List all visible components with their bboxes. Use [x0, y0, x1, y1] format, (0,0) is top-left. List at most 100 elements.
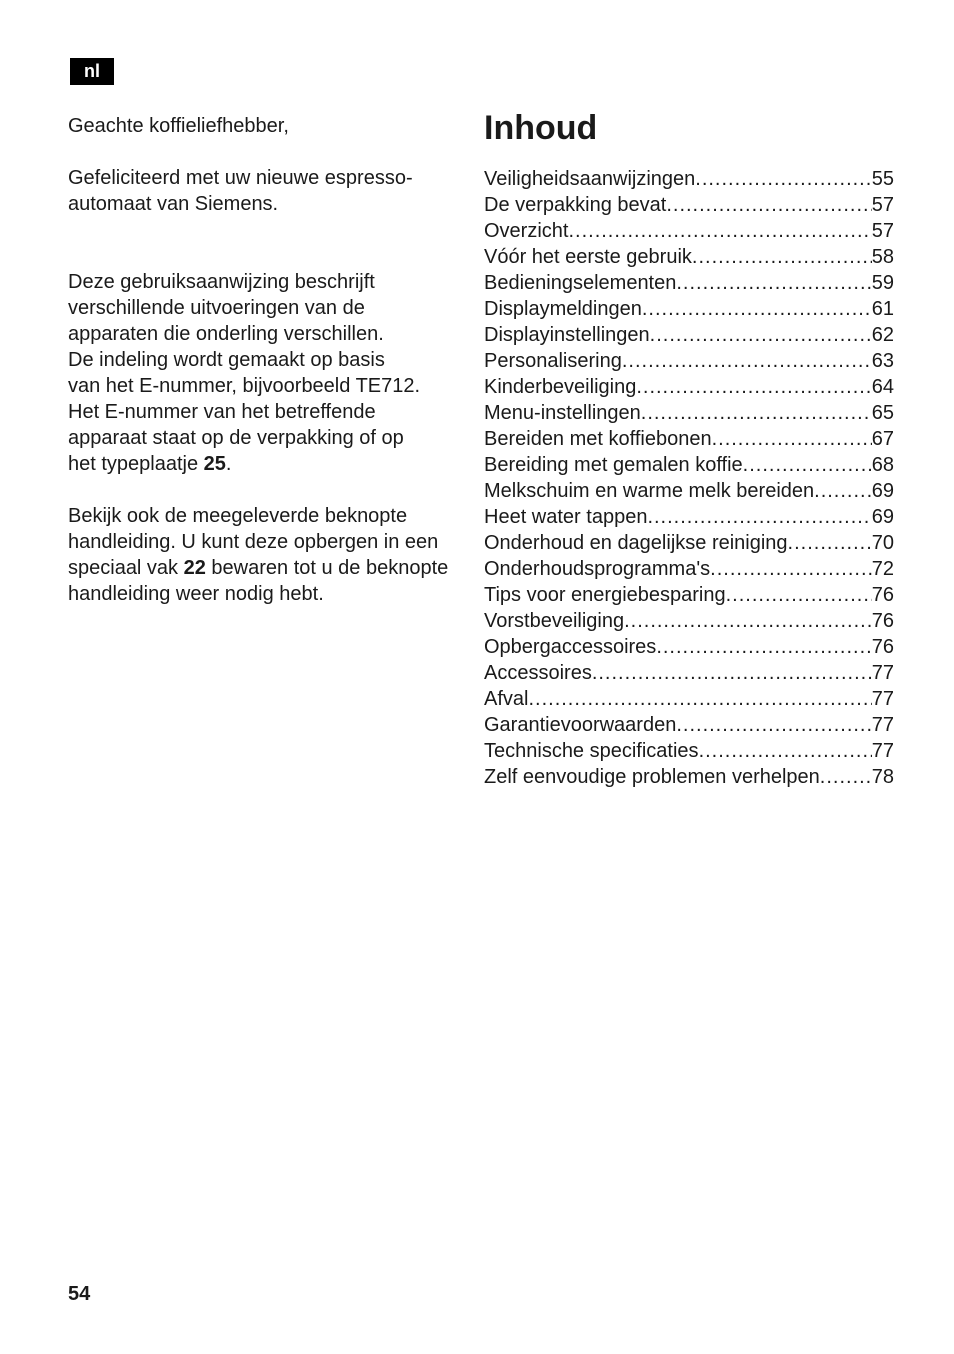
toc-row: Accessoires 77	[484, 660, 894, 686]
toc-dots	[650, 322, 872, 348]
toc-dots	[788, 530, 872, 556]
toc-page: 69	[872, 478, 894, 504]
toc-page: 76	[872, 608, 894, 634]
toc-page: 77	[872, 738, 894, 764]
toc-label: Bereiding met gemalen koffie	[484, 452, 743, 478]
toc-dots	[592, 660, 872, 686]
toc-label: Afval	[484, 686, 528, 712]
toc-dots	[656, 634, 871, 660]
toc-label: Vorstbeveiliging	[484, 608, 624, 634]
language-badge: nl	[70, 58, 114, 85]
toc-label: De verpakking bevat	[484, 192, 666, 218]
left-column: Geachte koffieliefhebber, Gefeliciteerd …	[68, 113, 460, 790]
toc-page: 62	[872, 322, 894, 348]
toc-row: Tips voor energiebesparing 76	[484, 582, 894, 608]
desc-line: apparaten die onderling verschillen.	[68, 323, 384, 345]
desc-line: apparaat staat op de verpakking of op	[68, 427, 404, 449]
toc-dots	[666, 192, 871, 218]
toc-dots	[528, 686, 871, 712]
ref-line: speciaal vak	[68, 557, 184, 579]
toc-label: Onderhoud en dagelijkse reiniging	[484, 530, 788, 556]
desc-line: .	[226, 453, 232, 475]
toc-page: 76	[872, 634, 894, 660]
toc-label: Menu-instellingen	[484, 400, 641, 426]
toc-dots	[710, 556, 872, 582]
toc-label: Overzicht	[484, 218, 568, 244]
right-column: Inhoud Veiligheidsaanwijzingen55De verpa…	[484, 113, 894, 790]
toc-page: 78	[872, 764, 894, 790]
toc-dots	[699, 738, 872, 764]
page-root: nl Geachte koffieliefhebber, Gefelicitee…	[0, 0, 954, 1354]
toc-dots	[636, 374, 871, 400]
toc-dots	[622, 348, 872, 374]
toc-row: Zelf eenvoudige problemen verhelpen 78	[484, 764, 894, 790]
toc-row: Veiligheidsaanwijzingen55	[484, 166, 894, 192]
toc-dots	[624, 608, 872, 634]
toc-row: Melkschuim en warme melk bereiden 69	[484, 478, 894, 504]
toc-row: Personalisering 63	[484, 348, 894, 374]
toc-row: Bereiding met gemalen koffie 68	[484, 452, 894, 478]
toc-dots	[642, 296, 872, 322]
toc-row: Technische specificaties77	[484, 738, 894, 764]
compartment-number: 22	[184, 557, 206, 579]
toc-page: 63	[872, 348, 894, 374]
toc-row: Opbergaccessoires 76	[484, 634, 894, 660]
toc-dots	[676, 712, 871, 738]
toc-row: Afval77	[484, 686, 894, 712]
toc-label: Bedieningselementen	[484, 270, 676, 296]
toc-label: Accessoires	[484, 660, 592, 686]
toc-row: Vorstbeveiliging 76	[484, 608, 894, 634]
reference-paragraph: Bekijk ook de meegeleverde beknopte hand…	[68, 503, 460, 607]
toc-dots	[692, 244, 872, 270]
toc-dots	[695, 166, 871, 192]
toc-dots	[814, 478, 872, 504]
greeting-text: Geachte koffieliefhebber,	[68, 115, 289, 137]
toc-label: Garantievoorwaarden	[484, 712, 676, 738]
toc-dots	[820, 764, 872, 790]
toc-row: Heet water tappen 69	[484, 504, 894, 530]
ref-line: handleiding. U kunt deze opbergen in een	[68, 531, 438, 553]
toc-title: Inhoud	[484, 109, 894, 148]
toc-label: Melkschuim en warme melk bereiden	[484, 478, 814, 504]
toc-label: Displaymeldingen	[484, 296, 642, 322]
toc-label: Tips voor energiebesparing	[484, 582, 726, 608]
toc-row: Garantievoorwaarden 77	[484, 712, 894, 738]
toc-dots	[676, 270, 871, 296]
toc-dots	[726, 582, 872, 608]
toc-row: Onderhoudsprogramma's 72	[484, 556, 894, 582]
toc-label: Displayinstellingen	[484, 322, 650, 348]
toc-row: Onderhoud en dagelijkse reiniging 70	[484, 530, 894, 556]
toc-label: Zelf eenvoudige problemen verhelpen	[484, 764, 820, 790]
toc-dots	[647, 504, 871, 530]
toc-page: 76	[872, 582, 894, 608]
greeting-paragraph: Geachte koffieliefhebber,	[68, 113, 460, 139]
description-paragraph: Deze gebruiksaanwijzing beschrijft versc…	[68, 269, 460, 477]
toc-label: Onderhoudsprogramma's	[484, 556, 710, 582]
ref-line: Bekijk ook de meegeleverde beknopte	[68, 505, 407, 527]
toc-page: 59	[872, 270, 894, 296]
toc-row: Overzicht 57	[484, 218, 894, 244]
content-columns: Geachte koffieliefhebber, Gefeliciteerd …	[68, 113, 894, 790]
toc-page: 70	[872, 530, 894, 556]
congrats-line2: automaat van Siemens.	[68, 193, 278, 215]
toc-list: Veiligheidsaanwijzingen55De verpakking b…	[484, 166, 894, 790]
toc-row: Kinderbeveiliging 64	[484, 374, 894, 400]
toc-page: 57	[872, 192, 894, 218]
toc-dots	[568, 218, 871, 244]
ref-line: bewaren tot u de beknopte	[206, 557, 448, 579]
toc-dots	[641, 400, 872, 426]
ref-line: handleiding weer nodig hebt.	[68, 583, 324, 605]
toc-label: Kinderbeveiliging	[484, 374, 636, 400]
toc-row: Vóór het eerste gebruik 58	[484, 244, 894, 270]
toc-page: 77	[872, 712, 894, 738]
desc-line: het typeplaatje	[68, 453, 204, 475]
toc-dots	[743, 452, 872, 478]
toc-row: Displayinstellingen 62	[484, 322, 894, 348]
toc-page: 65	[872, 400, 894, 426]
toc-page: 72	[872, 556, 894, 582]
toc-label: Opbergaccessoires	[484, 634, 656, 660]
page-number: 54	[68, 1283, 90, 1306]
congrats-paragraph: Gefeliciteerd met uw nieuwe espresso- au…	[68, 165, 460, 217]
desc-line: Het E-nummer van het betreffende	[68, 401, 376, 423]
toc-label: Personalisering	[484, 348, 622, 374]
